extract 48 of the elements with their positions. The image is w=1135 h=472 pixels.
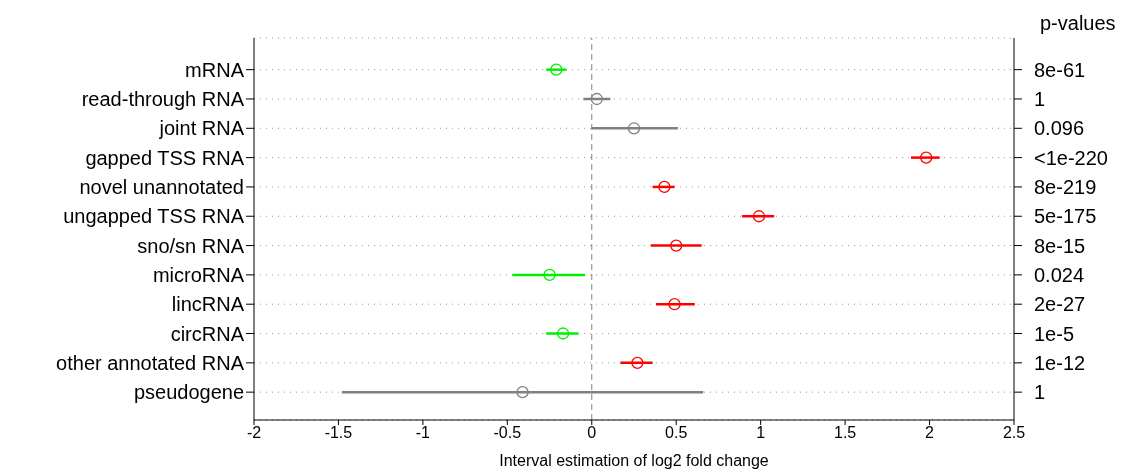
y-tick-label: pseudogene [133,381,244,404]
y-tick-label: microRNA [152,263,245,286]
x-tick-label: -1.5 [324,424,353,442]
point [627,122,641,135]
y-tick-label: gapped TSS RNA [85,146,245,169]
y-tick-label: sno/sn RNA [137,234,245,257]
point [556,327,570,340]
y-tick-label: joint RNA [158,117,245,140]
x-tick-label: 0 [587,424,597,442]
y2-tick-label: <1e-220 [1034,146,1108,169]
point [550,63,563,76]
x-tick-label: 2.5 [1002,424,1026,442]
y2-tick-label: 0.096 [1034,117,1085,140]
y-tick-label: circRNA [170,322,245,345]
x-tick-label: -0.5 [493,424,522,442]
y-tick-label: novel unannotated [79,176,244,199]
y-tick-label: mRNA [185,58,245,81]
y2-tick-label: 1e-12 [1034,351,1086,374]
x-tick-label: 1 [756,424,766,442]
y2-axis-title: p-values [1040,12,1116,35]
point [631,356,644,369]
y2-tick-label: 8e-15 [1034,234,1086,257]
y2-tick-label: 1 [1034,87,1046,110]
y2-tick-label: 8e-61 [1034,58,1086,81]
point [670,239,683,252]
x-tick-label: -2 [246,424,262,442]
x-tick-label: 1.5 [833,424,857,442]
y2-tick-label: 1e-5 [1034,322,1075,345]
y-tick-label: ungapped TSS RNA [63,205,245,228]
y2-tick-label: 2e-27 [1034,293,1086,316]
point [543,268,556,282]
y-tick-label: other annotated RNA [56,351,245,374]
point [590,92,603,106]
point [658,180,671,194]
x-tick-label: 0.5 [665,424,688,442]
x-tick-label: -1 [415,424,431,442]
point [668,298,681,311]
y2-tick-label: 8e-219 [1034,175,1097,198]
point [516,386,529,399]
y2-tick-label: 1 [1034,381,1046,404]
x-axis-title: Interval estimation of log2 fold change [499,452,769,469]
y2-tick-label: 5e-175 [1034,205,1097,228]
y-tick-label: lincRNA [171,293,245,316]
x-tick-label: 2 [925,424,935,442]
point [920,151,933,164]
y-tick-label: read-through RNA [81,88,245,111]
point [752,210,766,223]
y2-tick-label: 0.024 [1034,263,1085,286]
